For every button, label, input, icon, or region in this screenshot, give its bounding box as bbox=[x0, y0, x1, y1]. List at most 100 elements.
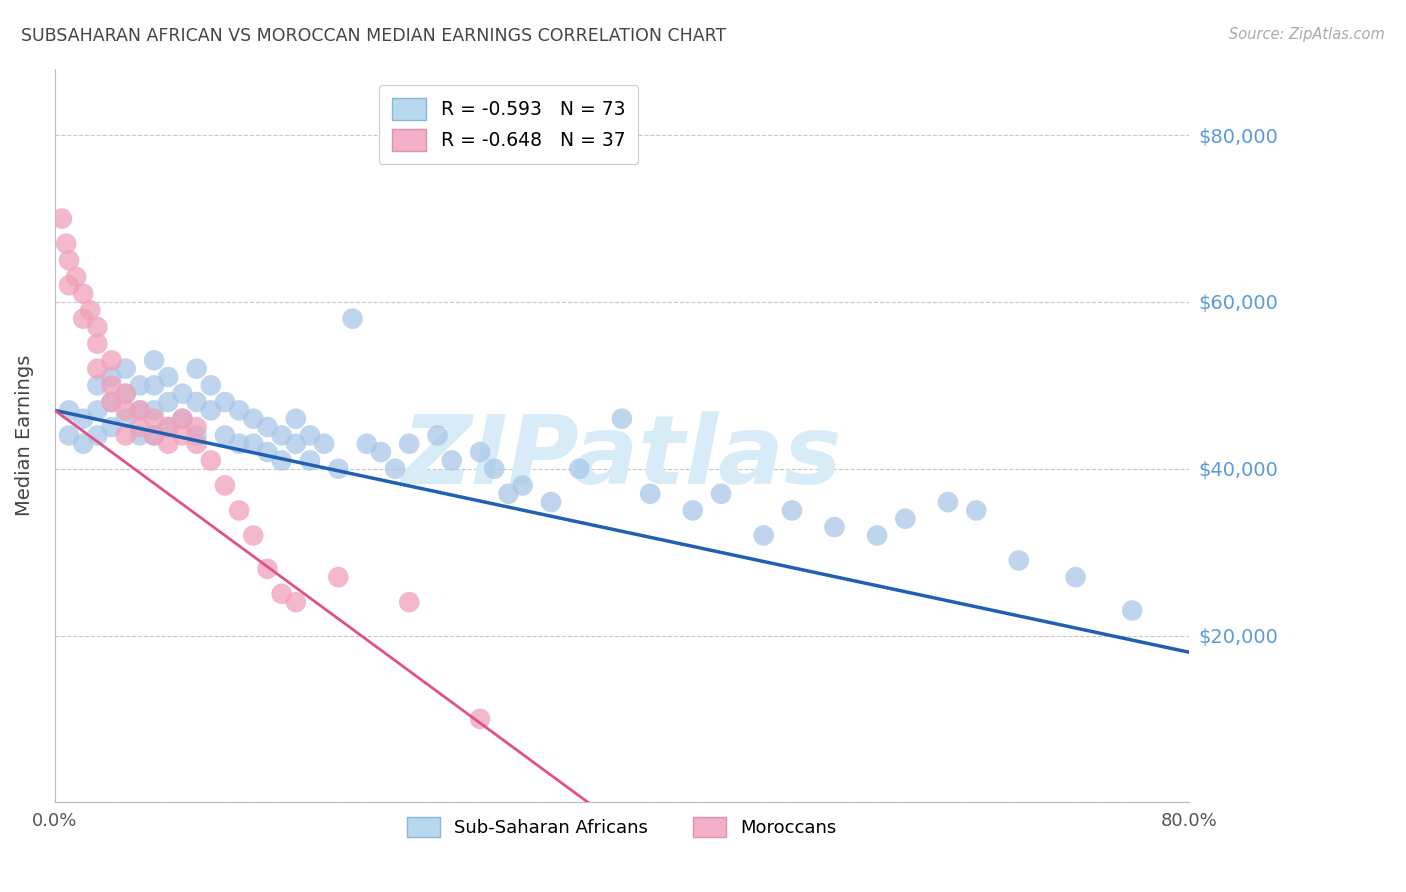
Point bbox=[965, 503, 987, 517]
Point bbox=[638, 487, 661, 501]
Point bbox=[172, 411, 194, 425]
Point bbox=[314, 436, 336, 450]
Point bbox=[114, 361, 136, 376]
Text: Source: ZipAtlas.com: Source: ZipAtlas.com bbox=[1229, 27, 1385, 42]
Point bbox=[143, 411, 166, 425]
Point bbox=[440, 453, 463, 467]
Point bbox=[86, 361, 108, 376]
Point bbox=[172, 386, 194, 401]
Text: ZIPatlas: ZIPatlas bbox=[402, 411, 842, 504]
Point bbox=[824, 520, 846, 534]
Point bbox=[128, 403, 150, 417]
Point bbox=[200, 378, 222, 392]
Point bbox=[752, 528, 775, 542]
Point bbox=[214, 428, 236, 442]
Point bbox=[58, 278, 80, 293]
Point bbox=[342, 311, 364, 326]
Point bbox=[228, 436, 250, 450]
Point bbox=[157, 436, 180, 450]
Point bbox=[172, 428, 194, 442]
Point bbox=[200, 453, 222, 467]
Point bbox=[398, 595, 420, 609]
Point bbox=[128, 403, 150, 417]
Point bbox=[780, 503, 803, 517]
Point bbox=[55, 236, 77, 251]
Point bbox=[143, 428, 166, 442]
Point bbox=[256, 420, 278, 434]
Point bbox=[100, 353, 122, 368]
Point bbox=[114, 386, 136, 401]
Point bbox=[86, 320, 108, 334]
Text: SUBSAHARAN AFRICAN VS MOROCCAN MEDIAN EARNINGS CORRELATION CHART: SUBSAHARAN AFRICAN VS MOROCCAN MEDIAN EA… bbox=[21, 27, 727, 45]
Point bbox=[1064, 570, 1087, 584]
Point bbox=[328, 462, 350, 476]
Point bbox=[143, 378, 166, 392]
Point bbox=[86, 336, 108, 351]
Point bbox=[242, 436, 264, 450]
Point bbox=[157, 370, 180, 384]
Point bbox=[228, 503, 250, 517]
Point bbox=[512, 478, 534, 492]
Point bbox=[484, 462, 506, 476]
Point bbox=[356, 436, 378, 450]
Point bbox=[894, 512, 917, 526]
Point bbox=[468, 445, 491, 459]
Point bbox=[568, 462, 591, 476]
Point bbox=[370, 445, 392, 459]
Point bbox=[100, 378, 122, 392]
Point bbox=[328, 570, 350, 584]
Point bbox=[270, 428, 292, 442]
Point bbox=[468, 712, 491, 726]
Point bbox=[936, 495, 959, 509]
Point bbox=[284, 595, 307, 609]
Point bbox=[157, 420, 180, 434]
Point bbox=[79, 303, 101, 318]
Point bbox=[270, 587, 292, 601]
Point bbox=[214, 478, 236, 492]
Point bbox=[200, 403, 222, 417]
Point bbox=[866, 528, 889, 542]
Point bbox=[86, 428, 108, 442]
Point bbox=[86, 403, 108, 417]
Point bbox=[72, 436, 94, 450]
Point bbox=[186, 395, 208, 409]
Point bbox=[58, 253, 80, 268]
Point bbox=[51, 211, 73, 226]
Point bbox=[114, 428, 136, 442]
Point bbox=[172, 411, 194, 425]
Point bbox=[143, 403, 166, 417]
Legend: Sub-Saharan Africans, Moroccans: Sub-Saharan Africans, Moroccans bbox=[401, 809, 844, 845]
Y-axis label: Median Earnings: Median Earnings bbox=[15, 355, 34, 516]
Point bbox=[298, 453, 321, 467]
Point bbox=[100, 370, 122, 384]
Point bbox=[100, 395, 122, 409]
Point bbox=[58, 403, 80, 417]
Point bbox=[710, 487, 733, 501]
Point bbox=[270, 453, 292, 467]
Point bbox=[128, 428, 150, 442]
Point bbox=[114, 403, 136, 417]
Point bbox=[86, 378, 108, 392]
Point bbox=[284, 436, 307, 450]
Point bbox=[143, 353, 166, 368]
Point bbox=[128, 420, 150, 434]
Point bbox=[242, 528, 264, 542]
Point bbox=[540, 495, 562, 509]
Point bbox=[143, 428, 166, 442]
Point bbox=[58, 428, 80, 442]
Point bbox=[128, 378, 150, 392]
Point bbox=[214, 395, 236, 409]
Point bbox=[256, 445, 278, 459]
Point bbox=[1121, 603, 1143, 617]
Point bbox=[157, 395, 180, 409]
Point bbox=[114, 386, 136, 401]
Point bbox=[384, 462, 406, 476]
Point bbox=[114, 411, 136, 425]
Point bbox=[72, 411, 94, 425]
Point bbox=[157, 420, 180, 434]
Point bbox=[284, 411, 307, 425]
Point bbox=[682, 503, 704, 517]
Point bbox=[610, 411, 633, 425]
Point bbox=[100, 395, 122, 409]
Point bbox=[100, 420, 122, 434]
